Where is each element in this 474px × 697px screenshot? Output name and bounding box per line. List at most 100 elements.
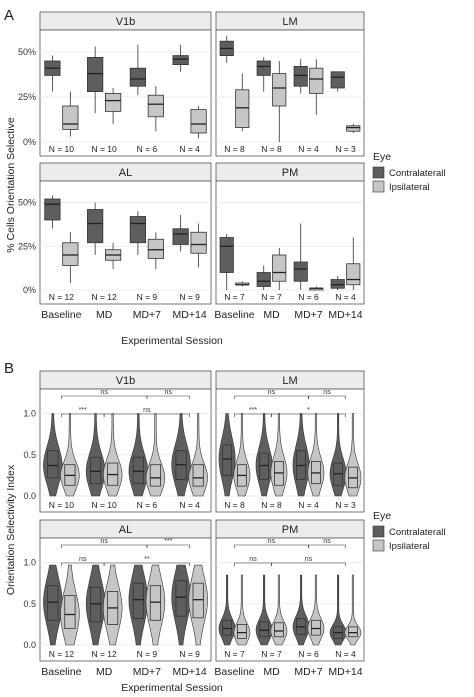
violin-body bbox=[307, 574, 325, 646]
facet-al-1: AL N = 12 N = 12 N = 9 N = 9 ns ** ns *** bbox=[39, 519, 212, 662]
box-body bbox=[105, 93, 122, 112]
n-count-label: N = 7 bbox=[261, 292, 282, 302]
y-tick-label: 25% bbox=[18, 92, 36, 102]
n-count-label: N = 6 bbox=[298, 292, 319, 302]
n-count-label: N = 4 bbox=[335, 292, 356, 302]
violin-inner-box bbox=[132, 456, 144, 485]
x-tick-label: Baseline bbox=[41, 666, 81, 678]
plot-panel bbox=[39, 29, 212, 157]
n-count-label: N = 9 bbox=[137, 649, 158, 659]
legend-b-label-ipsi: Ipsilateral bbox=[389, 541, 430, 552]
legend-b-swatch-contra bbox=[372, 525, 385, 538]
n-count-label: N = 3 bbox=[335, 500, 356, 510]
box-ipsi-md-14 bbox=[346, 124, 361, 133]
box-body bbox=[309, 67, 324, 94]
box-body bbox=[293, 66, 308, 87]
box-body bbox=[129, 216, 146, 244]
facet-strip-label: LM bbox=[282, 375, 297, 387]
box-contra-md-7 bbox=[293, 59, 308, 94]
box-contra-md-14 bbox=[172, 44, 189, 72]
box-body bbox=[272, 73, 287, 107]
violin-ipsi-md-7 bbox=[145, 564, 166, 646]
box-body bbox=[346, 263, 361, 286]
box-body bbox=[190, 109, 207, 134]
significance-bracket: *** bbox=[146, 538, 190, 548]
legend-b-swatch-ipsi bbox=[372, 539, 385, 552]
y-tick-label: 50% bbox=[18, 198, 36, 208]
violin-body bbox=[188, 413, 208, 497]
significance-label: ns bbox=[323, 538, 331, 545]
violin-contra-baseline bbox=[218, 574, 236, 646]
violin-contra-md bbox=[85, 564, 106, 646]
significance-label: ns bbox=[165, 389, 173, 396]
violin-inner-box bbox=[192, 582, 204, 619]
x-tick-label: MD+7 bbox=[294, 666, 322, 678]
n-count-label: N = 8 bbox=[261, 144, 282, 154]
violin-body bbox=[270, 413, 288, 497]
violin-body bbox=[233, 574, 251, 646]
violin-inner-box bbox=[311, 619, 321, 636]
n-count-label: N = 9 bbox=[137, 292, 158, 302]
violin-body bbox=[307, 413, 325, 497]
n-count-label: N = 6 bbox=[298, 649, 319, 659]
n-count-label: N = 6 bbox=[137, 144, 158, 154]
n-count-label: N = 4 bbox=[298, 500, 319, 510]
violin-contra-md-14 bbox=[329, 574, 347, 646]
box-ipsi-md bbox=[105, 242, 122, 269]
significance-bracket: ns bbox=[103, 407, 190, 417]
violin-inner-box bbox=[222, 619, 232, 636]
box-body bbox=[62, 242, 79, 266]
legend-a-swatch-ipsi bbox=[372, 180, 385, 193]
x-tick-label: MD+14 bbox=[173, 666, 207, 678]
box-ipsi-baseline bbox=[235, 73, 250, 132]
bracket-line bbox=[308, 395, 346, 399]
box-ipsi-md-7 bbox=[309, 59, 324, 115]
n-count-label: N = 7 bbox=[261, 649, 282, 659]
n-count-label: N = 8 bbox=[224, 500, 245, 510]
violin-body bbox=[344, 413, 362, 497]
box-ipsi-md-7 bbox=[147, 86, 164, 132]
violin-body bbox=[60, 564, 80, 646]
violin-ipsi-md bbox=[270, 574, 288, 646]
panel-a-letter: A bbox=[4, 7, 14, 24]
violin-ipsi-md-14 bbox=[344, 574, 362, 646]
significance-bracket: ns bbox=[308, 538, 346, 548]
box-body bbox=[330, 71, 345, 89]
box-body bbox=[172, 228, 189, 245]
box-body bbox=[256, 272, 271, 287]
violin-ipsi-baseline bbox=[60, 564, 80, 646]
legend-a-title: Eye bbox=[373, 151, 391, 163]
legend-a-label-contra: Contralaterall bbox=[389, 168, 446, 179]
facet-strip-label: AL bbox=[119, 524, 132, 536]
violin-body bbox=[128, 564, 148, 646]
violin-inner-box bbox=[192, 464, 204, 487]
x-tick-label: MD+7 bbox=[133, 309, 161, 321]
x-tick-label: Baseline bbox=[214, 666, 254, 678]
violin-ipsi-baseline bbox=[233, 574, 251, 646]
violin-ipsi-baseline bbox=[60, 413, 80, 497]
box-body bbox=[62, 105, 79, 130]
facet-strip-label: LM bbox=[282, 16, 297, 28]
significance-label: ns bbox=[249, 556, 257, 563]
facet-pm-1: PM N = 7 N = 7 N = 6 N = 4 ns ns ns ns bbox=[215, 519, 365, 662]
box-body bbox=[293, 261, 308, 282]
violin-inner-box bbox=[175, 580, 187, 617]
violin-contra-md bbox=[255, 574, 273, 646]
y-tick-label: 0.0 bbox=[23, 491, 36, 501]
violin-inner-box bbox=[259, 452, 269, 480]
significance-label: * bbox=[307, 407, 310, 414]
y-tick-label: 0.0 bbox=[23, 640, 36, 650]
n-count-label: N = 10 bbox=[49, 500, 75, 510]
box-contra-baseline bbox=[219, 35, 234, 63]
significance-label: *** bbox=[164, 538, 172, 545]
y-tick-label: 0% bbox=[23, 285, 36, 295]
legend-a: Eye Contralaterall Ipsilateral bbox=[372, 151, 446, 193]
violin-ipsi-md-14 bbox=[188, 413, 208, 497]
significance-label: ns bbox=[323, 389, 331, 396]
violin-body bbox=[85, 564, 106, 646]
box-body bbox=[346, 125, 361, 132]
box-ipsi-md-14 bbox=[190, 106, 207, 139]
x-tick-label: MD+14 bbox=[328, 666, 362, 678]
facet-strip-label: AL bbox=[119, 167, 132, 179]
